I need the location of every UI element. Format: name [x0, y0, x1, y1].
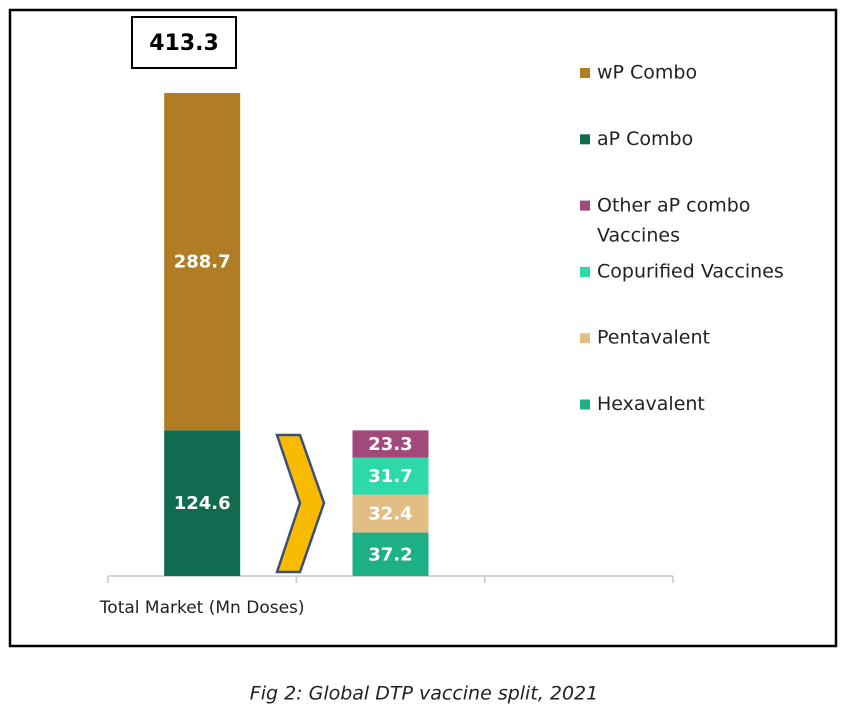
caption: Fig 2: Global DTP vaccine split, 2021	[250, 683, 598, 705]
legend-swatch	[580, 68, 590, 78]
data-label: 124.6	[174, 493, 231, 514]
legend-swatch	[580, 134, 590, 145]
bar-segment	[164, 93, 241, 431]
chevron	[275, 433, 326, 574]
data-label: 32.4	[368, 504, 412, 525]
bar-segment	[164, 430, 241, 576]
legend-swatch	[580, 399, 590, 410]
data-label: 23.3	[368, 434, 412, 455]
data-label: 37.2	[368, 544, 412, 565]
legend-label: aP Combo	[597, 128, 693, 150]
legend-label: Hexavalent	[597, 393, 705, 415]
x-tick-label: Total Market (Mn Doses)	[99, 598, 305, 618]
bar-segment	[352, 494, 429, 533]
legend-label: Copurified Vaccines	[597, 260, 784, 282]
data-label: 31.7	[368, 466, 412, 487]
legend-label: Pentavalent	[597, 327, 710, 349]
data-label: 288.7	[174, 252, 231, 273]
legend-swatch	[580, 333, 590, 344]
bar-segment	[352, 532, 429, 576]
total-box	[131, 16, 237, 69]
legend-label: wP Combo	[597, 62, 697, 84]
legend-swatch	[580, 266, 590, 277]
legend-swatch	[580, 200, 590, 211]
total-label: 413.3	[149, 31, 219, 56]
bar-segment	[352, 430, 429, 458]
legend-label: Other aP combo Vaccines	[597, 194, 750, 246]
bar-segment	[352, 457, 429, 495]
frame	[8, 8, 838, 648]
